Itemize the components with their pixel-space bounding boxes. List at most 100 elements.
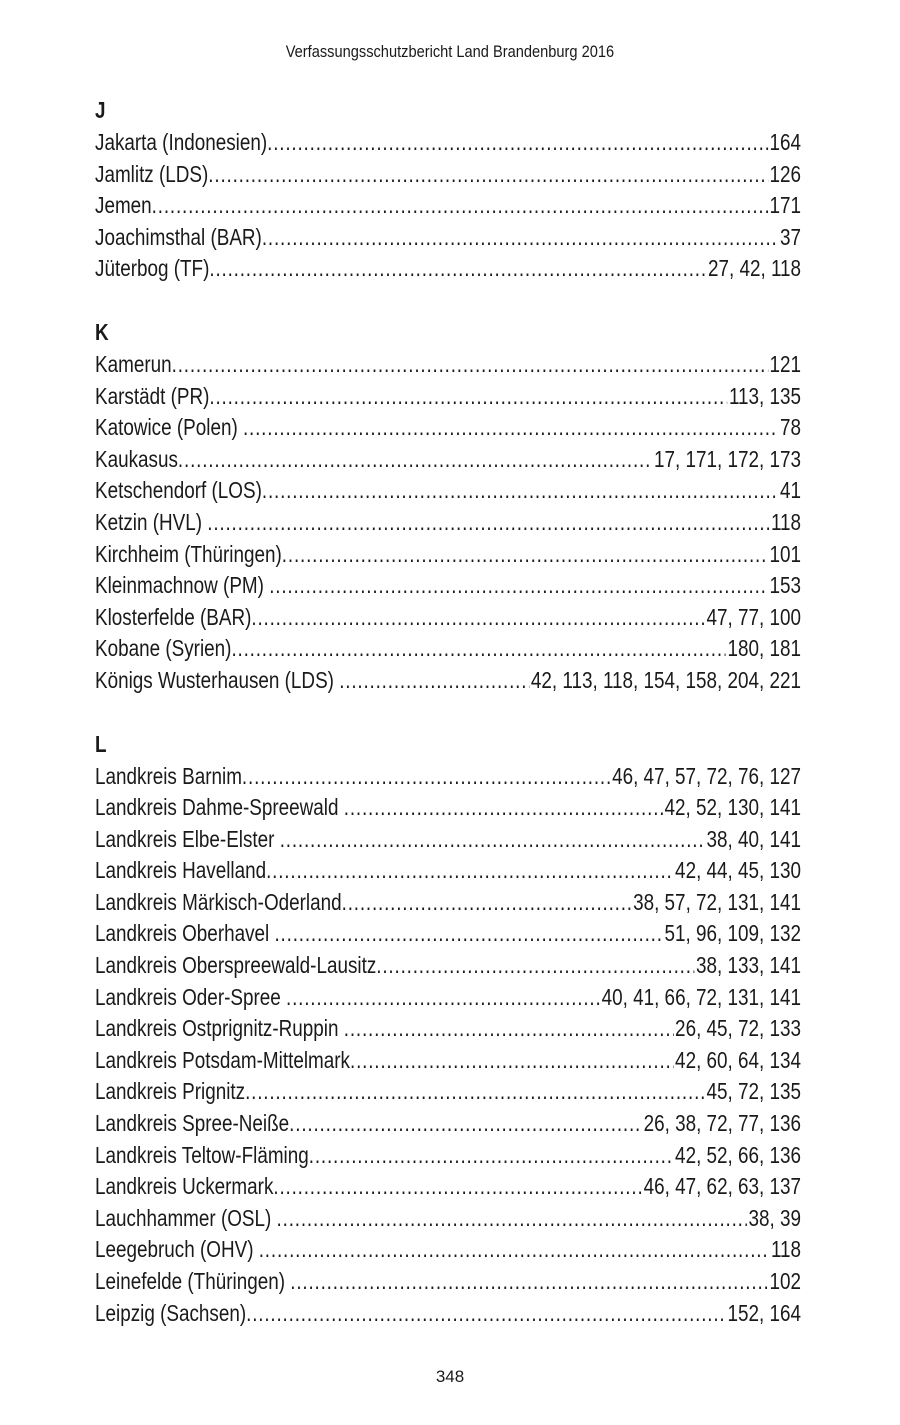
index-entry: Landkreis Teltow-Fläming 42, 52, 66, 136: [95, 1140, 801, 1172]
page-number: 348: [435, 1367, 465, 1386]
entry-pages: 113, 135: [728, 382, 802, 409]
dot-leader: [376, 950, 694, 982]
entry-pages: 152, 164: [727, 1299, 802, 1326]
index-entry: Landkreis Potsdam-Mittelmark 42, 60, 64, …: [95, 1045, 801, 1077]
entry-name: Jemen: [95, 192, 152, 219]
header-title: Verfassungsschutzbericht Land Brandenbur…: [285, 42, 615, 61]
entry-name: Klosterfelde (BAR): [95, 603, 252, 630]
section-letter: K: [95, 318, 109, 345]
dot-leader: [208, 159, 768, 191]
entry-name: Landkreis Spree-Neiße: [95, 1110, 290, 1137]
entry-name: Kaukasus: [95, 445, 178, 472]
entry-pages: 102: [769, 1268, 802, 1294]
entry-name: Katowice (Polen): [95, 414, 243, 441]
dot-leader: [242, 761, 610, 793]
index-entry: Leipzig (Sachsen) 152, 164: [95, 1298, 801, 1330]
entry-name: Landkreis Oberhavel: [95, 920, 275, 947]
entry-pages: 45, 72, 135: [706, 1078, 802, 1105]
entry-name: Landkreis Märkisch-Oderland: [95, 888, 342, 915]
dot-leader: [289, 1108, 642, 1140]
dot-leader: [344, 792, 663, 824]
index-section-j: J Jakarta (Indonesien) 164 Jamlitz (LDS) 126…: [95, 94, 801, 285]
dot-leader: [209, 253, 706, 285]
dot-leader: [277, 1203, 747, 1235]
index-entry: Jamlitz (LDS) 126: [95, 159, 801, 191]
entry-pages: 38, 57, 72, 131, 141: [633, 888, 802, 915]
entry-pages: 126: [769, 160, 802, 187]
index-entry: Jakarta (Indonesien) 164: [95, 127, 801, 159]
entry-name: Landkreis Uckermark: [95, 1173, 274, 1200]
index-entry: Kamerun 121: [95, 349, 801, 381]
index-entry: Landkreis Barnim 46, 47, 57, 72, 76, 127: [95, 761, 801, 793]
entry-pages: 41: [780, 477, 802, 504]
entry-pages: 42, 52, 130, 141: [664, 794, 802, 821]
index-entry: Königs Wusterhausen (LDS) 42, 113, 118, …: [95, 665, 801, 697]
entry-pages: 46, 47, 62, 63, 137: [643, 1173, 802, 1200]
index-entry: Landkreis Spree-Neiße 26, 38, 72, 77, 136: [95, 1108, 801, 1140]
entry-pages: 118: [770, 1236, 802, 1263]
entry-name: Landkreis Barnim: [95, 762, 242, 789]
index-entry: Kobane (Syrien) 180, 181: [95, 633, 801, 665]
entry-name: Karstädt (PR): [95, 382, 210, 409]
entry-pages: 164: [769, 129, 802, 155]
entry-pages: 26, 38, 72, 77, 136: [643, 1110, 802, 1137]
dot-leader: [267, 127, 768, 159]
entry-pages: 101: [769, 540, 802, 567]
index-entry: Landkreis Oder-Spree 40, 41, 66, 72, 131…: [95, 982, 801, 1014]
index-entry: Katowice (Polen) 78: [95, 412, 801, 444]
index-entry: Landkreis Märkisch-Oderland 38, 57, 72, 1…: [95, 887, 801, 919]
entry-name: Landkreis Oder-Spree: [95, 983, 287, 1010]
section-letter: J: [95, 97, 106, 123]
entry-name: Ketzin (HVL): [95, 508, 208, 535]
index-entry: Landkreis Oberspreewald-Lausitz 38, 133, …: [95, 950, 801, 982]
index-entry: Joachimsthal (BAR) 37: [95, 222, 801, 254]
index-entry: Jemen 171: [95, 190, 801, 222]
dot-leader: [286, 982, 600, 1014]
entry-name: Landkreis Prignitz: [95, 1078, 246, 1105]
entry-pages: 46, 47, 57, 72, 76, 127: [612, 762, 802, 789]
dot-leader: [309, 1140, 674, 1172]
entry-pages: 40, 41, 66, 72, 131, 141: [601, 983, 802, 1010]
entry-pages: 78: [780, 414, 802, 441]
entry-pages: 42, 44, 45, 130: [675, 857, 802, 884]
entry-pages: 17, 171, 172, 173: [654, 445, 802, 472]
dot-leader: [246, 1298, 726, 1330]
index-entry: Landkreis Ostprignitz-Ruppin 26, 45, 72,…: [95, 1013, 801, 1045]
index-entry: Klosterfelde (BAR) 47, 77, 100: [95, 602, 801, 634]
entry-name: Jamlitz (LDS): [95, 160, 209, 187]
entry-name: Landkreis Potsdam-Mittelmark: [95, 1046, 351, 1073]
entry-name: Kobane (Syrien): [95, 635, 232, 662]
dot-leader: [178, 444, 652, 476]
dot-leader: [262, 475, 779, 507]
entry-name: Jüterbog (TF): [95, 255, 210, 282]
entry-pages: 121: [769, 350, 802, 377]
index-section-k: K Kamerun 121 Karstädt (PR) 113, 135 Katowice…: [95, 316, 801, 697]
entry-pages: 38, 40, 141: [706, 825, 802, 852]
entry-pages: 118: [770, 508, 802, 535]
entry-name: Ketschendorf (LOS): [95, 477, 262, 504]
index-entry: Kaukasus 17, 171, 172, 173: [95, 444, 801, 476]
dot-leader: [266, 855, 673, 887]
index-section-l: L Landkreis Barnim 46, 47, 57, 72, 76, 127…: [95, 728, 801, 1330]
index-entry: Kirchheim (Thüringen) 101: [95, 539, 801, 571]
index-entry: Karstädt (PR) 113, 135: [95, 381, 801, 413]
entry-pages: 37: [780, 223, 802, 250]
entry-pages: 38, 39: [748, 1204, 802, 1231]
dot-leader: [290, 1266, 768, 1298]
entry-pages: 38, 133, 141: [696, 952, 802, 979]
index-entry: Landkreis Uckermark 46, 47, 62, 63, 137: [95, 1171, 801, 1203]
entry-pages: 153: [769, 572, 802, 599]
index-entry: Kleinmachnow (PM) 153: [95, 570, 801, 602]
entry-name: Kleinmachnow (PM): [95, 572, 270, 599]
dot-leader: [282, 539, 768, 571]
entry-pages: 42, 113, 118, 154, 158, 204, 221: [530, 666, 802, 693]
index-entry: Leinefelde (Thüringen) 102: [95, 1266, 801, 1298]
entry-pages: 27, 42, 118: [707, 255, 802, 282]
entry-name: Leipzig (Sachsen): [95, 1299, 247, 1326]
index-entry: Ketschendorf (LOS) 41: [95, 475, 801, 507]
entry-name: Königs Wusterhausen (LDS): [95, 666, 340, 693]
entry-pages: 42, 52, 66, 136: [675, 1141, 802, 1168]
dot-leader: [245, 1076, 705, 1108]
dot-leader: [231, 633, 725, 665]
index-entry: Ketzin (HVL) 118: [95, 507, 801, 539]
